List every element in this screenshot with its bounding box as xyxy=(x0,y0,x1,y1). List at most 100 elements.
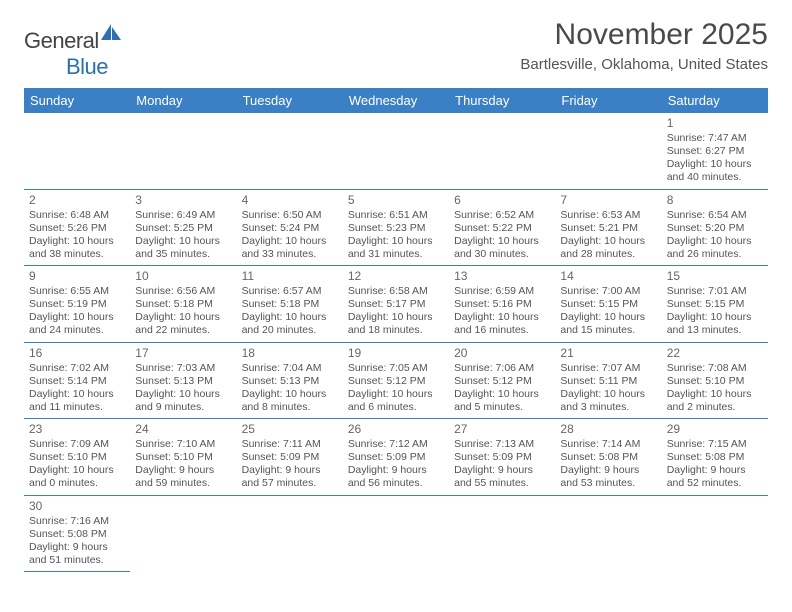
week-row: 30Sunrise: 7:16 AMSunset: 5:08 PMDayligh… xyxy=(24,495,768,572)
logo-part1: General xyxy=(24,28,99,53)
daylight-text: Daylight: 10 hours and 38 minutes. xyxy=(29,235,125,261)
sunrise-text: Sunrise: 7:15 AM xyxy=(667,438,763,451)
daylight-text: Daylight: 10 hours and 8 minutes. xyxy=(242,388,338,414)
daylight-text: Daylight: 10 hours and 35 minutes. xyxy=(135,235,231,261)
day-number: 7 xyxy=(560,193,656,208)
day-number: 25 xyxy=(242,422,338,437)
daylight-text: Daylight: 10 hours and 28 minutes. xyxy=(560,235,656,261)
day-cell xyxy=(555,113,661,189)
day-cell: 8Sunrise: 6:54 AMSunset: 5:20 PMDaylight… xyxy=(662,189,768,266)
sunset-text: Sunset: 5:13 PM xyxy=(135,375,231,388)
sunrise-text: Sunrise: 7:01 AM xyxy=(667,285,763,298)
sunset-text: Sunset: 5:10 PM xyxy=(29,451,125,464)
sunset-text: Sunset: 5:08 PM xyxy=(560,451,656,464)
daylight-text: Daylight: 10 hours and 15 minutes. xyxy=(560,311,656,337)
day-number: 5 xyxy=(348,193,444,208)
sunrise-text: Sunrise: 6:54 AM xyxy=(667,209,763,222)
sunrise-text: Sunrise: 7:09 AM xyxy=(29,438,125,451)
daylight-text: Daylight: 10 hours and 2 minutes. xyxy=(667,388,763,414)
day-cell: 18Sunrise: 7:04 AMSunset: 5:13 PMDayligh… xyxy=(237,342,343,419)
day-number: 15 xyxy=(667,269,763,284)
day-number: 3 xyxy=(135,193,231,208)
sunrise-text: Sunrise: 7:10 AM xyxy=(135,438,231,451)
day-cell xyxy=(343,495,449,572)
daylight-text: Daylight: 10 hours and 33 minutes. xyxy=(242,235,338,261)
day-number: 8 xyxy=(667,193,763,208)
calendar-table: SundayMondayTuesdayWednesdayThursdayFrid… xyxy=(24,88,768,572)
day-number: 13 xyxy=(454,269,550,284)
sunset-text: Sunset: 5:20 PM xyxy=(667,222,763,235)
daylight-text: Daylight: 10 hours and 11 minutes. xyxy=(29,388,125,414)
day-number: 28 xyxy=(560,422,656,437)
sunrise-text: Sunrise: 6:52 AM xyxy=(454,209,550,222)
daylight-text: Daylight: 9 hours and 59 minutes. xyxy=(135,464,231,490)
sunset-text: Sunset: 5:23 PM xyxy=(348,222,444,235)
sunset-text: Sunset: 5:25 PM xyxy=(135,222,231,235)
sunset-text: Sunset: 5:21 PM xyxy=(560,222,656,235)
sunset-text: Sunset: 5:09 PM xyxy=(454,451,550,464)
daylight-text: Daylight: 10 hours and 22 minutes. xyxy=(135,311,231,337)
day-cell: 3Sunrise: 6:49 AMSunset: 5:25 PMDaylight… xyxy=(130,189,236,266)
day-cell: 26Sunrise: 7:12 AMSunset: 5:09 PMDayligh… xyxy=(343,419,449,496)
day-cell xyxy=(662,495,768,572)
sunset-text: Sunset: 5:15 PM xyxy=(667,298,763,311)
daylight-text: Daylight: 10 hours and 13 minutes. xyxy=(667,311,763,337)
sunrise-text: Sunrise: 7:04 AM xyxy=(242,362,338,375)
day-number: 26 xyxy=(348,422,444,437)
day-number: 10 xyxy=(135,269,231,284)
sunrise-text: Sunrise: 7:13 AM xyxy=(454,438,550,451)
sunset-text: Sunset: 5:18 PM xyxy=(242,298,338,311)
sunrise-text: Sunrise: 6:55 AM xyxy=(29,285,125,298)
daylight-text: Daylight: 10 hours and 31 minutes. xyxy=(348,235,444,261)
daylight-text: Daylight: 9 hours and 57 minutes. xyxy=(242,464,338,490)
week-row: 16Sunrise: 7:02 AMSunset: 5:14 PMDayligh… xyxy=(24,342,768,419)
logo: GeneralBlue xyxy=(24,24,123,80)
day-cell: 17Sunrise: 7:03 AMSunset: 5:13 PMDayligh… xyxy=(130,342,236,419)
sunset-text: Sunset: 5:17 PM xyxy=(348,298,444,311)
sunset-text: Sunset: 5:19 PM xyxy=(29,298,125,311)
daylight-text: Daylight: 10 hours and 5 minutes. xyxy=(454,388,550,414)
day-header-wednesday: Wednesday xyxy=(343,88,449,113)
day-number: 1 xyxy=(667,116,763,131)
sunset-text: Sunset: 5:14 PM xyxy=(29,375,125,388)
day-number: 16 xyxy=(29,346,125,361)
day-cell: 24Sunrise: 7:10 AMSunset: 5:10 PMDayligh… xyxy=(130,419,236,496)
sunrise-text: Sunrise: 6:48 AM xyxy=(29,209,125,222)
day-cell: 21Sunrise: 7:07 AMSunset: 5:11 PMDayligh… xyxy=(555,342,661,419)
daylight-text: Daylight: 9 hours and 53 minutes. xyxy=(560,464,656,490)
sunrise-text: Sunrise: 7:16 AM xyxy=(29,515,125,528)
sunrise-text: Sunrise: 6:56 AM xyxy=(135,285,231,298)
day-cell xyxy=(24,113,130,189)
day-cell: 1Sunrise: 7:47 AMSunset: 6:27 PMDaylight… xyxy=(662,113,768,189)
day-number: 21 xyxy=(560,346,656,361)
day-cell: 15Sunrise: 7:01 AMSunset: 5:15 PMDayligh… xyxy=(662,266,768,343)
week-row: 1Sunrise: 7:47 AMSunset: 6:27 PMDaylight… xyxy=(24,113,768,189)
sunset-text: Sunset: 5:10 PM xyxy=(135,451,231,464)
day-cell: 6Sunrise: 6:52 AMSunset: 5:22 PMDaylight… xyxy=(449,189,555,266)
day-number: 22 xyxy=(667,346,763,361)
title-block: November 2025 Bartlesville, Oklahoma, Un… xyxy=(520,18,768,73)
day-cell: 2Sunrise: 6:48 AMSunset: 5:26 PMDaylight… xyxy=(24,189,130,266)
sunrise-text: Sunrise: 6:50 AM xyxy=(242,209,338,222)
day-cell xyxy=(130,113,236,189)
daylight-text: Daylight: 10 hours and 40 minutes. xyxy=(667,158,763,184)
day-cell: 28Sunrise: 7:14 AMSunset: 5:08 PMDayligh… xyxy=(555,419,661,496)
day-cell: 12Sunrise: 6:58 AMSunset: 5:17 PMDayligh… xyxy=(343,266,449,343)
daylight-text: Daylight: 10 hours and 9 minutes. xyxy=(135,388,231,414)
day-cell: 29Sunrise: 7:15 AMSunset: 5:08 PMDayligh… xyxy=(662,419,768,496)
day-number: 2 xyxy=(29,193,125,208)
sunrise-text: Sunrise: 6:53 AM xyxy=(560,209,656,222)
daylight-text: Daylight: 10 hours and 20 minutes. xyxy=(242,311,338,337)
day-cell: 23Sunrise: 7:09 AMSunset: 5:10 PMDayligh… xyxy=(24,419,130,496)
day-cell xyxy=(343,113,449,189)
week-row: 2Sunrise: 6:48 AMSunset: 5:26 PMDaylight… xyxy=(24,189,768,266)
sunset-text: Sunset: 5:16 PM xyxy=(454,298,550,311)
sunset-text: Sunset: 5:09 PM xyxy=(242,451,338,464)
sunset-text: Sunset: 5:11 PM xyxy=(560,375,656,388)
sunset-text: Sunset: 5:13 PM xyxy=(242,375,338,388)
sunrise-text: Sunrise: 6:59 AM xyxy=(454,285,550,298)
sunrise-text: Sunrise: 7:12 AM xyxy=(348,438,444,451)
sunset-text: Sunset: 5:12 PM xyxy=(348,375,444,388)
day-number: 24 xyxy=(135,422,231,437)
daylight-text: Daylight: 10 hours and 18 minutes. xyxy=(348,311,444,337)
